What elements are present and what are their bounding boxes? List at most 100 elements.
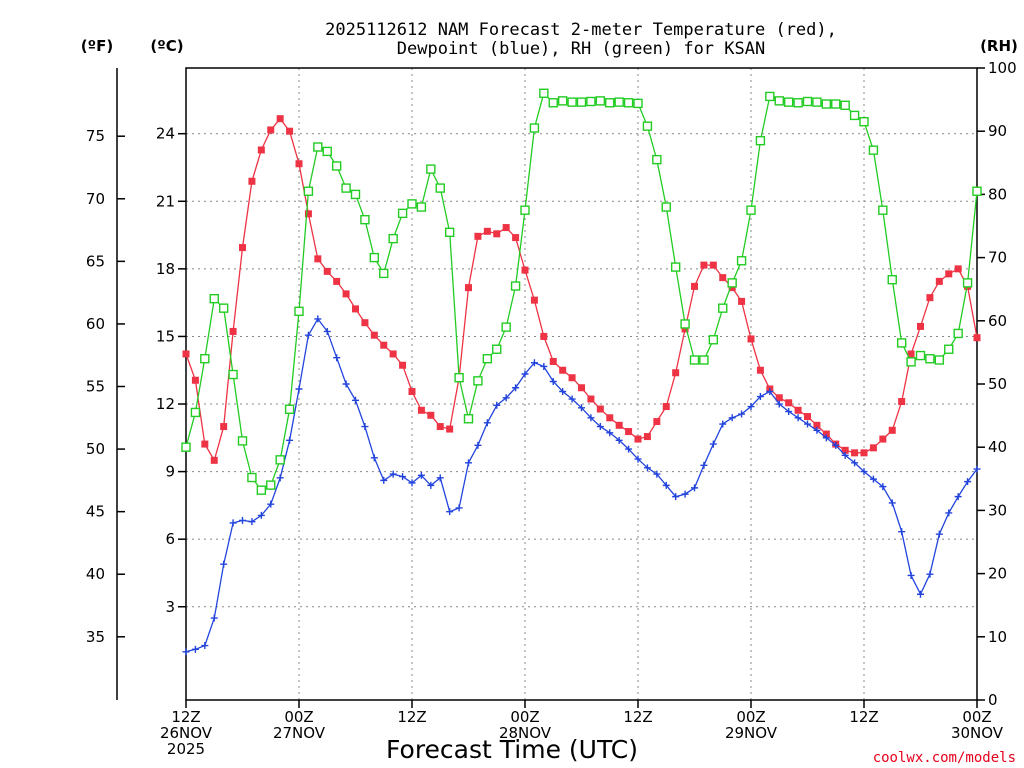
temperature-point xyxy=(182,350,190,358)
rh-point xyxy=(444,227,455,238)
celsius-tick-label: 15 xyxy=(156,327,175,345)
rh-point xyxy=(708,335,719,345)
rh-unit-label: (RH) xyxy=(980,37,1018,55)
dewpoint-point xyxy=(220,560,228,568)
celsius-tick-label: 9 xyxy=(165,463,175,481)
rh-point xyxy=(859,117,869,127)
rh-point xyxy=(680,319,690,329)
dewpoint-point xyxy=(323,327,331,335)
x-tick-label: 2025 xyxy=(167,740,205,758)
temperature-point xyxy=(304,210,312,218)
dewpoint-point xyxy=(822,434,830,442)
fahrenheit-tick-label: 50 xyxy=(86,440,105,458)
chart-title-line1: 2025112612 NAM Forecast 2-meter Temperat… xyxy=(325,20,837,40)
dewpoint-point xyxy=(738,410,746,418)
dewpoint-point xyxy=(380,476,388,484)
temperature-point xyxy=(201,440,209,448)
temperature-point xyxy=(785,399,793,407)
dewpoint-point xyxy=(540,362,548,370)
dewpoint-point xyxy=(361,423,369,431)
rh-point xyxy=(303,186,314,196)
dewpoint-point xyxy=(832,441,840,449)
fahrenheit-tick-label: 75 xyxy=(86,127,105,145)
celsius-tick-label: 3 xyxy=(165,598,175,616)
rh-tick-label: 50 xyxy=(988,375,1007,393)
temperature-point xyxy=(530,296,538,304)
rh-point xyxy=(755,135,766,146)
rh-tick-label: 30 xyxy=(988,501,1007,519)
dewpoint-point xyxy=(643,464,651,472)
rh-point xyxy=(209,293,219,304)
rh-point xyxy=(727,278,737,288)
rh-point xyxy=(322,146,332,157)
rh-point xyxy=(774,96,784,106)
temperature-point xyxy=(512,234,520,242)
temperature-point xyxy=(229,327,237,335)
rh-point xyxy=(783,97,794,107)
temperature-point xyxy=(540,332,548,340)
rh-point xyxy=(586,96,596,107)
dewpoint-point xyxy=(229,519,237,527)
rh-point xyxy=(331,161,342,171)
rh-point xyxy=(934,355,945,365)
temperature-point xyxy=(954,265,962,273)
temperature-point xyxy=(342,290,350,298)
temperature-point xyxy=(813,421,821,429)
dewpoint-point xyxy=(888,499,896,507)
rh-point xyxy=(510,281,521,291)
rh-point xyxy=(605,98,615,108)
rh-point xyxy=(746,205,756,215)
rh-point xyxy=(652,154,662,165)
rh-point xyxy=(237,436,248,446)
rh-point xyxy=(736,256,747,266)
rh-point xyxy=(397,208,408,219)
rh-point xyxy=(623,98,634,108)
dewpoint-point xyxy=(606,429,614,437)
dewpoint-point xyxy=(709,440,717,448)
rh-point xyxy=(557,96,568,106)
rh-point xyxy=(765,91,775,102)
x-tick-label: 12Z xyxy=(623,708,652,726)
temperature-point xyxy=(888,426,896,434)
temperature-point xyxy=(286,127,294,135)
dewpoint-point xyxy=(455,504,463,512)
dewpoint-point xyxy=(370,454,378,462)
dewpoint-point xyxy=(578,404,585,412)
temperature-point xyxy=(352,305,359,313)
fahrenheit-tick-label: 60 xyxy=(86,315,105,333)
dewpoint-point xyxy=(474,441,482,449)
dewpoint-point xyxy=(257,511,265,519)
fahrenheit-unit-label: (ºF) xyxy=(81,37,113,55)
dewpoint-point xyxy=(276,474,284,482)
celsius-tick-label: 12 xyxy=(156,395,175,413)
rh-point xyxy=(878,205,888,215)
rh-point xyxy=(200,354,210,364)
rh-point xyxy=(642,121,653,131)
rh-point xyxy=(360,214,370,225)
dewpoint-point xyxy=(408,479,416,487)
temperature-point xyxy=(267,126,275,134)
rh-point xyxy=(802,96,813,107)
temperature-point xyxy=(474,232,482,240)
rh-point xyxy=(247,472,257,483)
temperature-point xyxy=(851,449,859,457)
temperature-point xyxy=(662,403,670,411)
rh-point xyxy=(887,275,897,285)
data-series xyxy=(181,88,982,656)
dewpoint-point xyxy=(775,400,783,408)
rh-point xyxy=(689,355,700,365)
dewpoint-point xyxy=(530,359,538,367)
temperature-point xyxy=(191,376,199,384)
temperature-point xyxy=(672,369,680,377)
temperature-point xyxy=(333,277,341,285)
rh-point xyxy=(915,350,926,361)
dewpoint-point xyxy=(794,414,802,422)
dewpoint-point xyxy=(446,508,454,516)
dewpoint-point xyxy=(615,436,623,444)
dewpoint-point xyxy=(182,648,190,656)
temperature-point xyxy=(945,270,953,278)
dewpoint-point xyxy=(512,384,520,392)
temperature-point xyxy=(643,433,651,441)
temperature-point xyxy=(295,160,303,168)
